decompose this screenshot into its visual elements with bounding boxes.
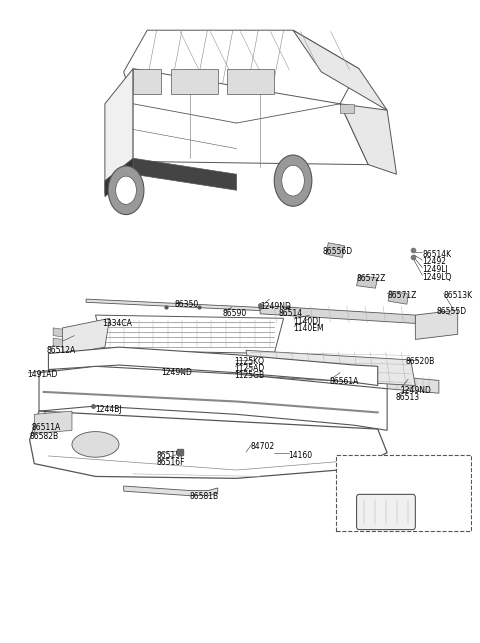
Polygon shape — [357, 275, 378, 288]
Polygon shape — [34, 411, 72, 433]
Circle shape — [108, 166, 144, 215]
Text: 86512A: 86512A — [46, 346, 75, 355]
Text: 86582B: 86582B — [30, 432, 59, 441]
Text: 86513: 86513 — [396, 392, 420, 401]
FancyBboxPatch shape — [336, 455, 471, 532]
Polygon shape — [227, 69, 274, 95]
Text: 1244BJ: 1244BJ — [96, 404, 122, 413]
Polygon shape — [53, 338, 62, 347]
Text: 18647: 18647 — [372, 502, 396, 511]
Text: 1249ND: 1249ND — [400, 386, 431, 395]
Text: 1249ND: 1249ND — [260, 302, 291, 311]
Text: 92202: 92202 — [364, 472, 388, 481]
Text: 12492: 12492 — [422, 257, 446, 266]
Text: 1125GB: 1125GB — [234, 372, 264, 381]
Polygon shape — [388, 291, 408, 304]
Polygon shape — [96, 315, 284, 354]
Polygon shape — [86, 299, 354, 315]
Text: 92201: 92201 — [364, 480, 388, 489]
Text: 86514K: 86514K — [422, 249, 452, 258]
Polygon shape — [340, 104, 354, 113]
Polygon shape — [53, 328, 62, 337]
Polygon shape — [415, 310, 458, 340]
Polygon shape — [340, 104, 396, 174]
Text: 1249LQ: 1249LQ — [422, 273, 452, 282]
FancyBboxPatch shape — [357, 494, 415, 530]
Text: 1125KQ: 1125KQ — [234, 358, 264, 367]
Text: 86581B: 86581B — [190, 492, 219, 501]
Text: 1140EM: 1140EM — [293, 324, 324, 333]
Text: 14160: 14160 — [288, 451, 312, 460]
Polygon shape — [30, 411, 387, 478]
Text: (W/FOG LAMP): (W/FOG LAMP) — [340, 458, 401, 467]
Text: 86556D: 86556D — [322, 246, 352, 255]
Polygon shape — [124, 486, 218, 496]
Polygon shape — [133, 69, 161, 95]
Text: 86511A: 86511A — [31, 422, 60, 431]
Polygon shape — [105, 69, 133, 194]
Text: 1249ND: 1249ND — [161, 368, 192, 377]
Text: 86572Z: 86572Z — [357, 274, 386, 283]
Polygon shape — [246, 350, 415, 386]
Text: 86514: 86514 — [279, 309, 303, 318]
Text: 86590: 86590 — [223, 309, 247, 318]
Text: 1140DJ: 1140DJ — [293, 317, 321, 326]
Text: 86516F: 86516F — [156, 458, 185, 467]
Text: 86515F: 86515F — [156, 451, 185, 460]
Polygon shape — [124, 30, 359, 104]
Ellipse shape — [72, 431, 119, 457]
Polygon shape — [293, 30, 387, 110]
Text: 86571Z: 86571Z — [387, 291, 417, 300]
Polygon shape — [133, 158, 237, 190]
Polygon shape — [387, 376, 439, 394]
Text: 86561A: 86561A — [330, 377, 359, 386]
Text: 1491AD: 1491AD — [27, 370, 57, 379]
Polygon shape — [62, 318, 109, 355]
Circle shape — [282, 165, 304, 196]
Polygon shape — [39, 367, 387, 430]
Text: 86513K: 86513K — [444, 291, 473, 300]
Polygon shape — [133, 69, 368, 165]
Text: 86520B: 86520B — [405, 358, 434, 367]
Text: 84702: 84702 — [251, 442, 275, 451]
Polygon shape — [260, 305, 415, 323]
Circle shape — [116, 176, 136, 204]
Text: 1334CA: 1334CA — [103, 319, 132, 328]
Polygon shape — [48, 347, 378, 386]
Polygon shape — [171, 69, 218, 95]
Text: 1249LJ: 1249LJ — [422, 265, 448, 274]
Text: 86350: 86350 — [175, 300, 199, 309]
Circle shape — [274, 155, 312, 206]
Text: 86555D: 86555D — [436, 307, 467, 316]
Polygon shape — [326, 243, 345, 257]
Polygon shape — [105, 158, 133, 197]
Text: 1125AD: 1125AD — [234, 365, 264, 374]
